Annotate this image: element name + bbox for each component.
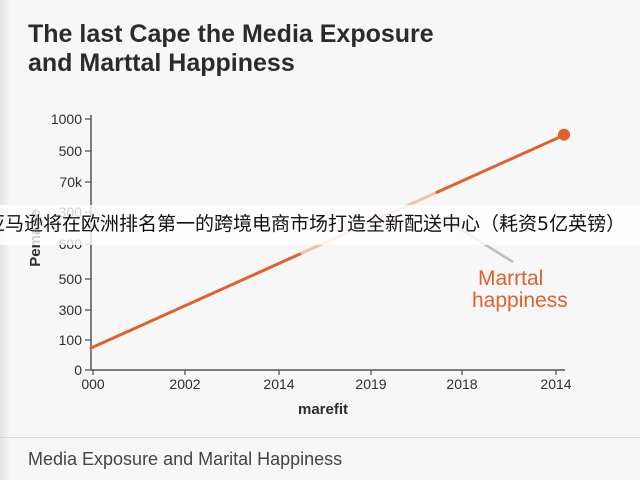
y-tick-label: 70k [59,174,83,190]
x-tick-label: 000 [81,376,105,392]
y-tick-label: 500 [59,143,83,159]
chart-title-line-1: The last Cape the Media Exposure [28,20,434,48]
footer-divider [0,437,640,438]
series-end-point [558,128,570,141]
y-tick-label: 500 [59,271,83,287]
overlay-band [0,205,640,245]
series-line-segment [89,251,304,350]
x-tick-label: 2014 [540,376,571,392]
annotation: Marrtal happiness [445,219,568,312]
y-tick-label: 0 [74,362,82,378]
figure-caption: Media Exposure and Marital Happiness [28,449,343,469]
y-tick-label: 1000 [51,111,82,127]
x-tick-label: 2019 [355,376,386,392]
y-tick-label: 300 [59,302,83,318]
x-axis-ticks: 000 2002 2014 2019 2018 2014 [81,370,572,392]
chart-title: The last Cape the Media Exposure and Mar… [28,20,588,78]
chart-title-line-2: and Marttal Happiness [28,49,295,77]
x-tick-label: 2018 [446,376,477,392]
y-tick-label: 100 [59,332,83,348]
x-axis-title: marefit [298,401,348,418]
x-tick-label: 2014 [263,376,294,392]
annotation-line-2: happiness [472,289,568,312]
x-tick-label: 2002 [169,376,200,392]
series-line-segment [435,133,567,194]
overlay-headline: 亚马逊将在欧洲排名第一的跨境电商市场打造全新配送中心（耗资5亿英镑） [0,213,626,235]
annotation-line-1: Marrtal [478,267,543,290]
